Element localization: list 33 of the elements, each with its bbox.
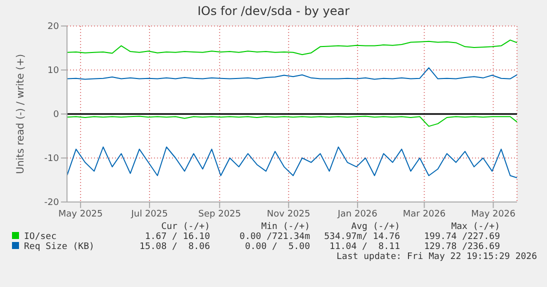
text: 534.97m/ 14.76 (323, 232, 400, 242)
text: 11.04 / 8.11 (328, 242, 400, 252)
text: Avg (-/+) (350, 222, 400, 232)
y-tick-label: 0 (53, 110, 60, 120)
text: 0.00 / 5.00 (244, 242, 310, 252)
y-tick-label: -20 (44, 198, 60, 208)
y-tick-label: 10 (48, 66, 60, 76)
legend-label: IO/sec (23, 232, 58, 242)
text: 1.67 / 16.10 (144, 232, 210, 242)
text: Cur (-/+) (160, 222, 210, 232)
text: 199.74 /227.69 (423, 232, 500, 242)
chart-title: IOs for /dev/sda - by year (196, 3, 351, 20)
x-tick-label: Jan 2026 (336, 209, 378, 220)
text: 0.00 /721.34m (238, 232, 310, 242)
x-tick-label: Sep 2025 (198, 209, 242, 220)
line-series (67, 67, 517, 80)
y-tick-label: 20 (48, 22, 60, 32)
x-tick-label: May 2026 (471, 209, 516, 220)
text: 129.78 /236.69 (423, 242, 500, 252)
x-tick-label: May 2025 (58, 209, 103, 220)
x-tick-label: Nov 2025 (266, 209, 310, 220)
y-axis-title: Units read (-) / write (+) (16, 54, 27, 174)
text: 15.08 / 8.06 (138, 242, 210, 252)
line-series (67, 40, 517, 56)
legend-label: Req Size (KB) (23, 242, 96, 252)
text: Last update: Fri May 22 19:15:29 2026 (336, 252, 538, 262)
x-tick-label: Jul 2025 (130, 209, 168, 220)
y-tick-label: -10 (44, 154, 60, 164)
text: Max (-/+) (450, 222, 500, 232)
line-series (67, 146, 517, 178)
x-tick-label: Mar 2026 (402, 209, 446, 220)
text: Min (-/+) (260, 222, 310, 232)
line-series (67, 116, 517, 127)
